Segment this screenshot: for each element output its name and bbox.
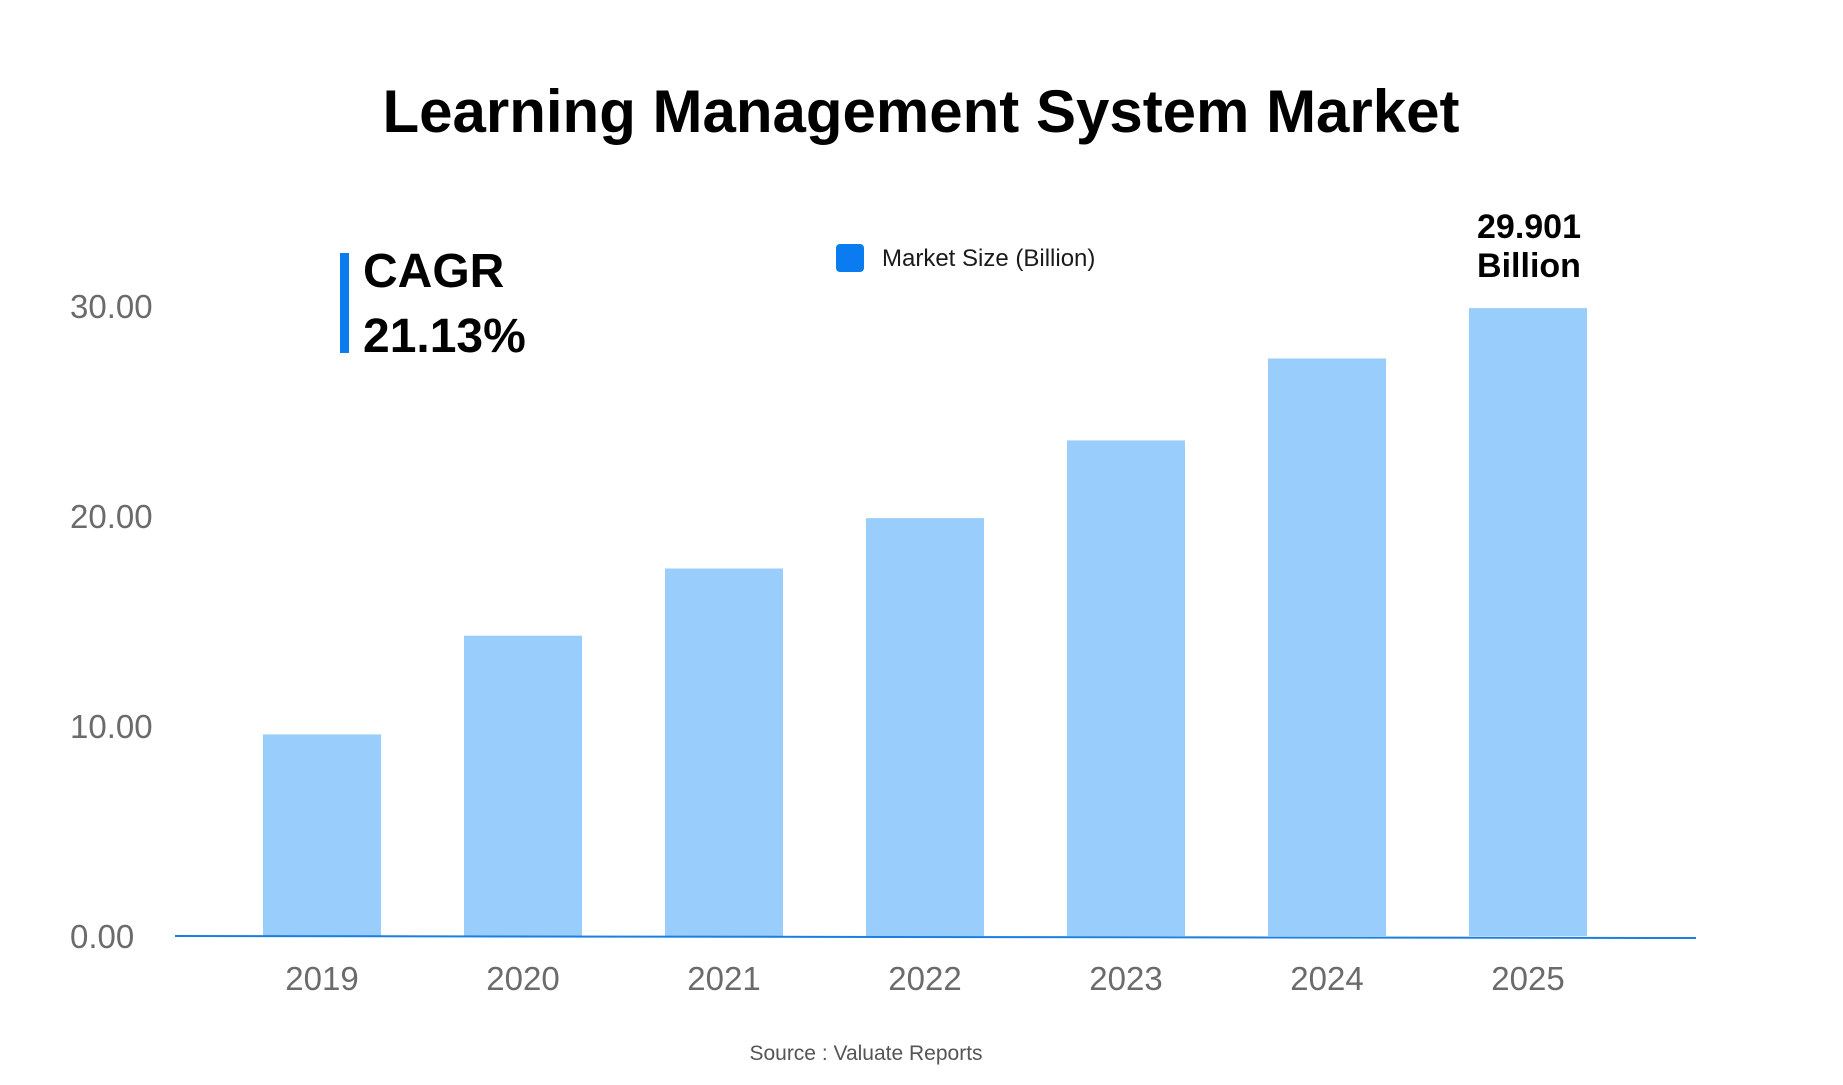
bar <box>464 635 582 936</box>
y-tick-label: 10.00 <box>70 708 153 745</box>
chart-title: Learning Management System Market <box>383 78 1460 145</box>
y-tick-label: 20.00 <box>70 498 153 535</box>
x-tick-label: 2020 <box>486 960 559 997</box>
x-tick-label: 2022 <box>888 960 961 997</box>
x-tick-label: 2021 <box>687 960 760 997</box>
cagr-accent-bar <box>340 253 349 353</box>
bar <box>1067 440 1185 936</box>
x-axis-ticks: 2019 2020 2021 2022 2023 2024 2025 <box>285 960 1564 997</box>
y-axis-ticks: 0.00 10.00 20.00 30.00 <box>70 288 153 955</box>
last-bar-value-unit: Billion <box>1477 247 1581 285</box>
cagr-value: 21.13% <box>363 310 526 363</box>
x-axis-line <box>174 935 1697 939</box>
legend-label: Market Size (Billion) <box>882 245 1095 272</box>
x-tick-label: 2024 <box>1290 960 1363 997</box>
y-tick-label: 0.00 <box>70 918 134 955</box>
y-tick-label: 30.00 <box>70 288 153 325</box>
bars-group <box>263 308 1587 937</box>
bar <box>263 734 381 936</box>
bar <box>866 518 984 936</box>
x-tick-label: 2023 <box>1089 960 1162 997</box>
legend-swatch <box>836 244 864 272</box>
cagr-label: CAGR <box>363 245 504 298</box>
x-tick-label: 2025 <box>1491 960 1564 997</box>
last-bar-value-label: 29.901 <box>1477 208 1581 246</box>
bar <box>665 568 783 936</box>
x-tick-label: 2019 <box>285 960 358 997</box>
bar <box>1469 308 1587 937</box>
source-label: Source : Valuate Reports <box>749 1042 982 1065</box>
bar <box>1268 358 1386 936</box>
